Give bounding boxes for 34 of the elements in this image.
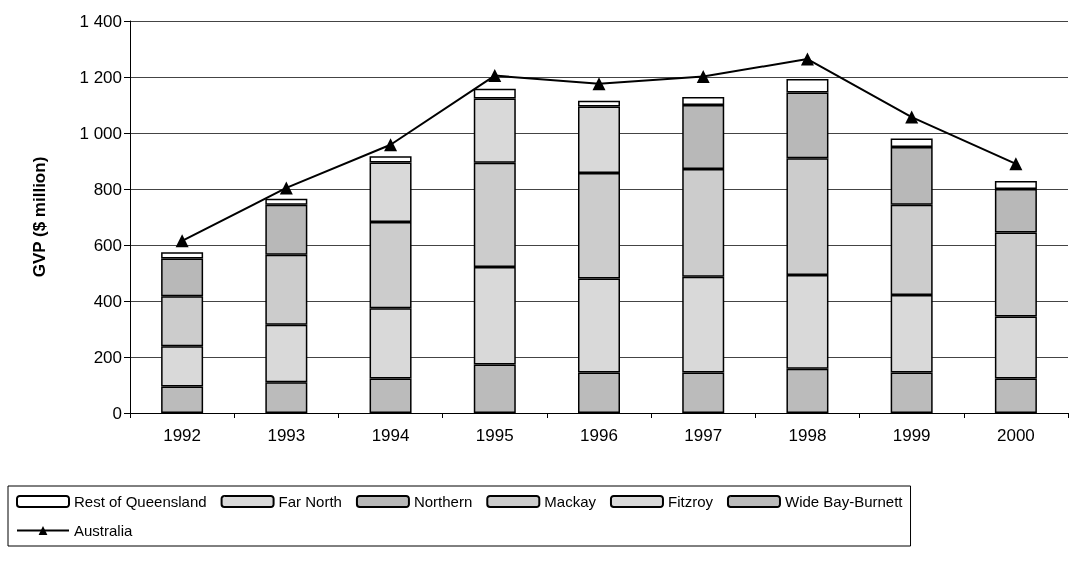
y-tick-label: 400 — [93, 291, 122, 311]
y-tick-label: 800 — [93, 179, 122, 199]
y-tick-label: 0 — [112, 403, 122, 423]
x-tick-label: 1997 — [684, 426, 723, 445]
point — [1009, 157, 1023, 171]
y-tick-label: 1 400 — [79, 11, 122, 31]
y-tick-label: 1 000 — [79, 123, 122, 143]
point — [175, 234, 189, 248]
y-axis-title: GVP ($ million) — [30, 156, 49, 278]
legend-label: Wide Bay-Burnett — [784, 493, 904, 510]
y-tick-label: 1 200 — [79, 67, 122, 87]
point — [696, 69, 710, 83]
point — [800, 52, 814, 66]
legend-label: Australia — [74, 522, 134, 539]
x-tick-label: 1996 — [580, 426, 618, 445]
x-tick-label: 1999 — [892, 426, 931, 445]
x-tick-label: 1993 — [267, 426, 306, 445]
legend-label: Far North — [278, 493, 342, 510]
legend-label: Mackay — [544, 493, 597, 510]
point — [905, 110, 919, 124]
legend-label: Rest of Queensland — [74, 493, 207, 510]
point — [488, 69, 502, 83]
legend-label: Northern — [413, 493, 473, 510]
x-tick-label: 2000 — [996, 426, 1035, 445]
point — [592, 77, 606, 91]
x-tick-label: 1992 — [163, 426, 202, 445]
y-tick-label: 600 — [93, 235, 122, 255]
point — [384, 138, 398, 152]
x-tick-label: 1995 — [475, 426, 514, 445]
y-tick-label: 200 — [93, 347, 122, 367]
point — [279, 181, 293, 195]
legend-label: Fitzroy — [667, 493, 714, 510]
x-tick-label: 1998 — [788, 426, 827, 445]
x-tick-label: 1994 — [371, 426, 410, 445]
